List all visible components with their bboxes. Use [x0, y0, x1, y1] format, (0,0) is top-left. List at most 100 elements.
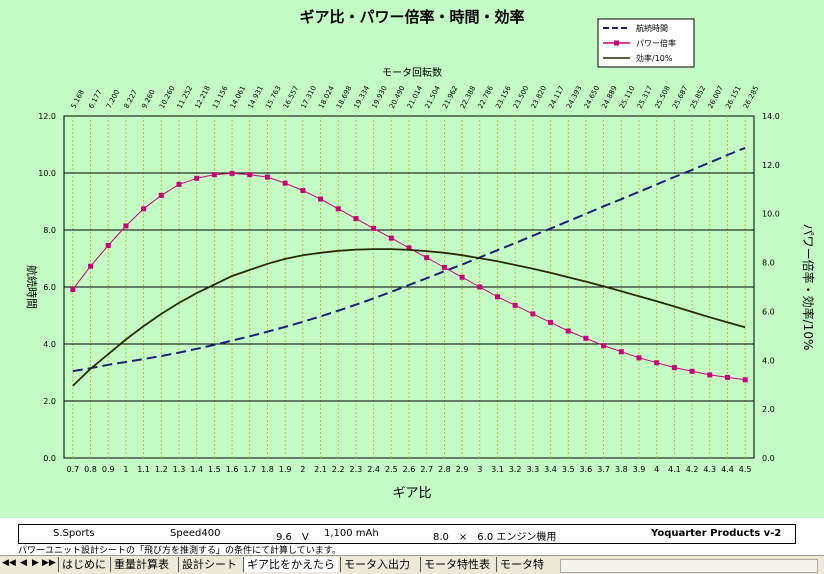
top-tick-label: 5.168: [70, 88, 86, 109]
series-2-marker: [141, 206, 147, 212]
series-2-marker: [707, 372, 713, 378]
top-tick-label: 21.504: [423, 84, 442, 110]
series-2-marker: [424, 255, 430, 261]
series-2-marker: [353, 216, 359, 222]
x-tick-label: 2.9: [456, 465, 469, 474]
legend-marker: [614, 40, 619, 46]
top-tick-label: 20.490: [388, 85, 407, 110]
top-tick-label: 24.889: [600, 85, 619, 110]
x-tick-label: 3.9: [633, 465, 646, 474]
series-2-marker: [724, 374, 730, 380]
series-line-3: [72, 248, 746, 387]
x-tick-label: 3.1: [491, 465, 504, 474]
tab-motor-more[interactable]: モータ特: [496, 557, 547, 572]
series-2-marker: [671, 365, 677, 371]
top-tick-label: 19.930: [370, 85, 389, 110]
top-tick-label: 26.151: [724, 85, 743, 110]
series-2-marker: [335, 206, 341, 212]
x-tick-label: 0.7: [66, 465, 79, 474]
top-tick-label: 11.252: [176, 85, 195, 110]
x-tick-label: 3.6: [580, 465, 593, 474]
y-left-tick-label: 8.0: [43, 226, 56, 235]
series-2-marker: [264, 174, 270, 180]
series-2-marker: [388, 235, 394, 241]
series-line-1: [72, 146, 746, 373]
top-tick-label: 14.931: [246, 85, 265, 110]
top-tick-label: 25.110: [618, 85, 637, 110]
x-tick-label: 3.2: [509, 465, 522, 474]
series-2-marker: [300, 188, 306, 194]
y-right-axis-title: パワー倍率・効率/10%: [801, 224, 816, 351]
series-2-marker: [548, 319, 554, 325]
footnote: パワーユニット設計シートの「飛び方を推測する」の条件にて計算しています。: [18, 546, 341, 556]
series-2-marker: [689, 368, 695, 374]
last-sheet-button[interactable]: ▶▶: [42, 558, 56, 568]
top-tick-label: 25.852: [689, 85, 708, 110]
y-right-tick-label: 14.0: [762, 112, 780, 121]
y-right-tick-label: 12.0: [762, 161, 780, 170]
top-tick-label: 12.218: [193, 85, 212, 110]
tab-gear-ratio[interactable]: ギア比をかえたら: [243, 557, 338, 572]
series-2-marker: [494, 294, 500, 300]
y-left-axis-title: 航続時間: [25, 265, 39, 309]
series-2-marker: [601, 343, 607, 349]
top-tick-label: 19.334: [353, 84, 372, 110]
top-tick-label: 13.156: [211, 84, 230, 110]
series-2-marker: [282, 180, 288, 186]
x-tick-label: 2.6: [403, 465, 416, 474]
series-2-marker: [583, 335, 589, 341]
battery-voltage: 9.6 V: [276, 532, 309, 543]
series-2-marker: [247, 172, 253, 178]
top-tick-label: 21.962: [441, 85, 460, 110]
top-tick-label: 18.024: [317, 84, 336, 110]
legend-label: 航続時間: [636, 23, 668, 33]
x-tick-label: 2.5: [385, 465, 398, 474]
x-tick-label: 4.4: [721, 465, 734, 474]
top-tick-label: 23.156: [494, 84, 513, 110]
series-2-marker: [371, 225, 377, 231]
x-axis-title: ギア比: [392, 486, 431, 501]
top-tick-label: 17.310: [300, 85, 319, 110]
x-tick-label: 3.3: [526, 465, 539, 474]
horizontal-scrollbar[interactable]: [560, 559, 818, 573]
x-tick-label: 1.4: [190, 465, 203, 474]
x-tick-label: 3.8: [615, 465, 628, 474]
top-tick-label: 6.177: [87, 88, 103, 109]
series-2-marker: [618, 349, 624, 355]
series-2-marker: [530, 311, 536, 317]
series-2-marker: [512, 302, 518, 308]
prev-sheet-button[interactable]: ◀: [20, 558, 27, 568]
top-tick-label: 24.650: [583, 85, 602, 110]
y-left-tick-label: 10.0: [38, 169, 56, 178]
tab-weight-calc[interactable]: 重量計算表: [110, 557, 172, 572]
next-sheet-button[interactable]: ▶: [32, 558, 39, 568]
series-2-marker: [565, 328, 571, 334]
y-right-tick-label: 0.0: [762, 454, 775, 463]
x-tick-label: 3: [477, 465, 482, 474]
tab-design-sheet[interactable]: 設計シート: [178, 557, 240, 572]
tab-motor-io[interactable]: モータ入出力: [340, 557, 413, 572]
top-tick-label: 25.317: [636, 85, 655, 110]
x-tick-label: 1.2: [155, 465, 168, 474]
series-2-marker: [158, 192, 164, 198]
top-tick-label: 26.007: [706, 85, 725, 110]
x-tick-label: 1.5: [208, 465, 221, 474]
y-left-tick-label: 6.0: [43, 283, 56, 292]
tab-hajimeni[interactable]: はじめに: [58, 557, 109, 572]
x-tick-label: 3.4: [544, 465, 557, 474]
series-2-marker: [459, 274, 465, 280]
top-tick-label: 14.061: [229, 85, 248, 110]
chart-title: ギア比・パワー倍率・時間・効率: [299, 8, 524, 26]
tab-motor-char[interactable]: モータ特性表: [420, 557, 493, 572]
x-tick-label: 1.7: [243, 465, 256, 474]
top-tick-label: 25.687: [671, 85, 690, 110]
series-2-marker: [742, 377, 748, 383]
series-2-marker: [211, 172, 217, 178]
x-tick-label: 1.9: [279, 465, 292, 474]
x-tick-label: 4: [654, 465, 659, 474]
x-tick-label: 1.1: [137, 465, 150, 474]
x-tick-label: 3.7: [597, 465, 610, 474]
x-tick-label: 2.3: [350, 465, 363, 474]
first-sheet-button[interactable]: ◀◀: [2, 558, 16, 568]
series-2-marker: [194, 175, 200, 181]
